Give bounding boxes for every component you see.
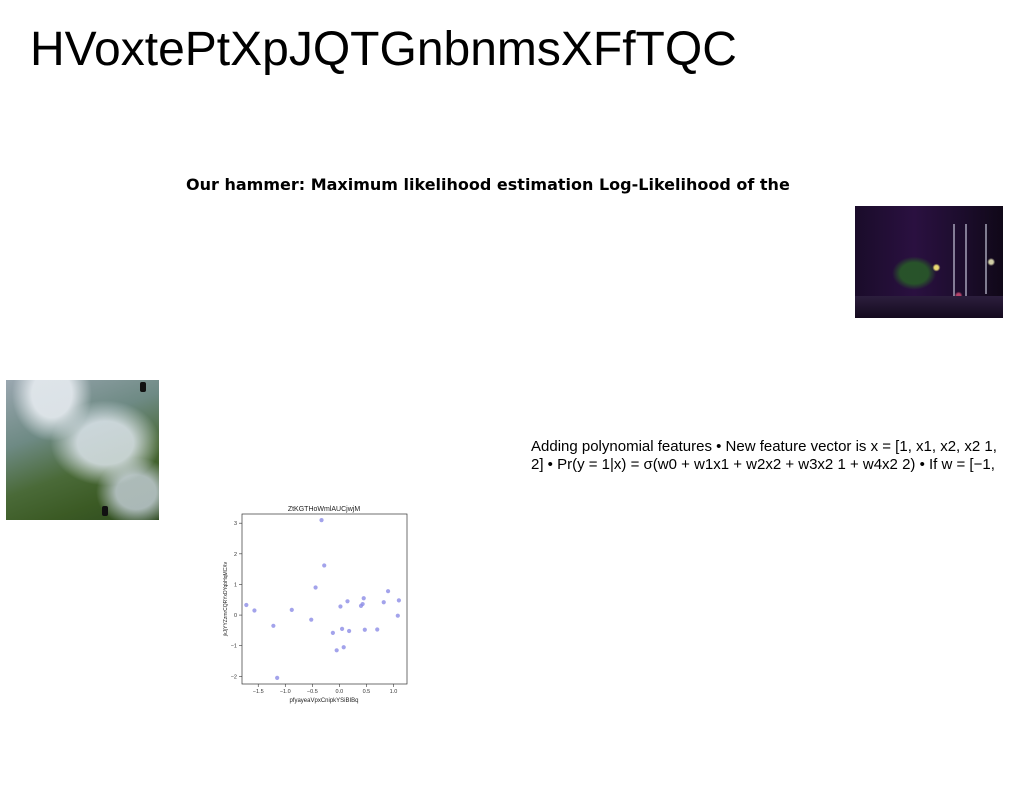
y-tick-label: −1 (231, 644, 237, 650)
y-tick-label: 2 (234, 552, 237, 558)
scatter-chart: ZtKGTHoWmlAUCjwjM −1.5 −1.0 −0.5 0.0 0.5 1.0 … (223, 506, 408, 704)
y-tick-label: 1 (234, 582, 237, 588)
scatter-point (347, 628, 352, 634)
scatter-point (361, 596, 366, 601)
x-tick-label: −1.0 (280, 689, 291, 695)
scatter-point (309, 617, 314, 622)
scatter-point (289, 607, 294, 612)
x-tick-label: 0.5 (363, 689, 371, 695)
scatter-point (395, 613, 400, 618)
chart-title: ZtKGTHoWmlAUCjwjM (288, 506, 360, 513)
x-tick-label: 1.0 (390, 689, 398, 695)
y-tick-label: 0 (234, 613, 237, 619)
x-axis-ticks: −1.5 −1.0 −0.5 0.0 0.5 1.0 (253, 684, 398, 695)
y-axis-ticks: −2 −1 0 1 2 3 (231, 521, 242, 680)
scatter-point (385, 589, 391, 594)
page-title: HVoxtePtXpJQTGnbnmsXFfTQC (30, 23, 737, 76)
aerial-surf-photo (6, 380, 159, 520)
scatter-point (244, 602, 249, 608)
x-tick-label: −1.5 (253, 689, 264, 695)
night-street-photo (855, 206, 1003, 318)
scatter-point (319, 518, 324, 523)
x-tick-label: 0.0 (336, 689, 344, 695)
y-tick-label: −2 (231, 674, 237, 680)
scatter-point (396, 598, 401, 603)
x-tick-label: −0.5 (307, 689, 318, 695)
scatter-point (313, 585, 318, 590)
scatter-point (338, 604, 343, 609)
scatter-point (339, 626, 345, 631)
scatter-point (362, 627, 367, 632)
scatter-point (341, 645, 346, 650)
y-tick-label: 3 (234, 521, 237, 527)
scatter-point (275, 675, 280, 680)
x-axis-label: pfyayeaVpxCnipkYSiBIBq (289, 698, 358, 704)
y-axis-label: jkJjYYZzmrCQRYxDYqbHqMCXv (223, 561, 229, 637)
scatter-point (375, 627, 380, 632)
plot-frame (241, 513, 408, 685)
scatter-point (252, 608, 257, 613)
body-line: Adding polynomial features • New feature… (531, 438, 997, 455)
body-line: 2] • Pr(y = 1|x) = σ(w0 + w1x1 + w2x2 + … (531, 456, 995, 473)
scatter-points (244, 518, 401, 680)
scatter-point (345, 599, 350, 604)
body-text: Adding polynomial features • New feature… (531, 438, 1024, 474)
scatter-point (271, 623, 276, 628)
scatter-point (381, 600, 386, 605)
scatter-point (334, 648, 339, 653)
scatter-point (330, 630, 335, 635)
scatter-point (360, 601, 365, 607)
slide-subtitle: Our hammer: Maximum likelihood estimatio… (186, 175, 790, 194)
scatter-point (322, 563, 327, 568)
